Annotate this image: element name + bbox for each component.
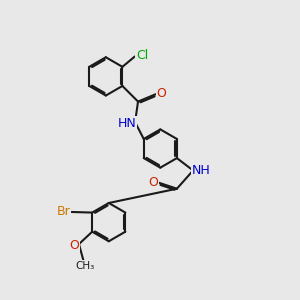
Text: O: O [157,87,166,100]
Text: HN: HN [118,117,136,130]
Text: O: O [70,239,80,252]
Text: CH₃: CH₃ [75,261,94,271]
Text: O: O [148,176,158,189]
Text: NH: NH [192,164,211,177]
Text: Br: Br [56,206,70,218]
Text: Cl: Cl [136,50,148,62]
